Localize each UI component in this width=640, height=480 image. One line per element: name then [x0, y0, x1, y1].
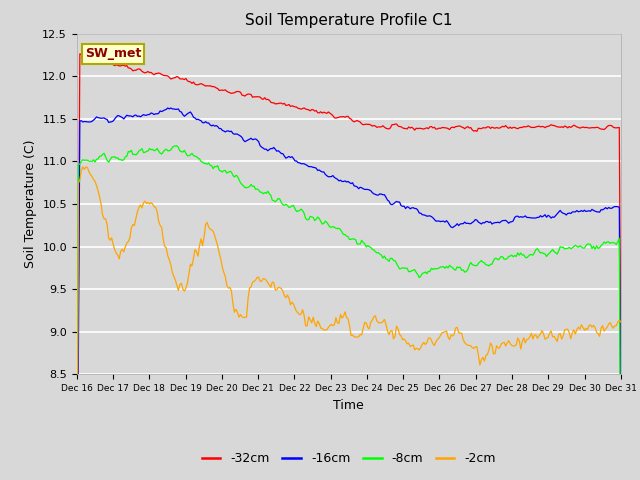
Text: SW_met: SW_met: [85, 48, 141, 60]
Y-axis label: Soil Temperature (C): Soil Temperature (C): [24, 140, 36, 268]
Legend: -32cm, -16cm, -8cm, -2cm: -32cm, -16cm, -8cm, -2cm: [196, 447, 501, 470]
Title: Soil Temperature Profile C1: Soil Temperature Profile C1: [245, 13, 452, 28]
X-axis label: Time: Time: [333, 399, 364, 412]
